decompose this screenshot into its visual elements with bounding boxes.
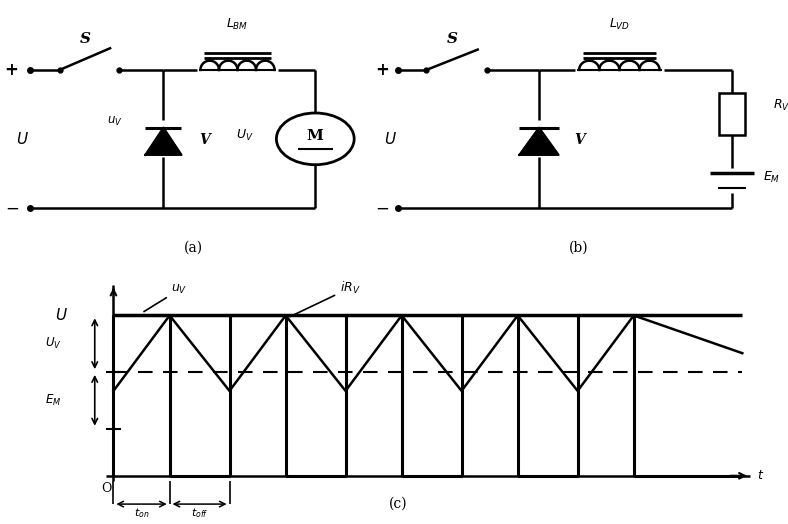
Text: V: V	[574, 133, 585, 147]
Text: $U$: $U$	[54, 308, 68, 323]
Text: $U_V$: $U_V$	[236, 128, 254, 143]
Text: $t_{on}$: $t_{on}$	[134, 506, 149, 520]
Text: $-$: $-$	[5, 199, 19, 217]
Text: $t_{off}$: $t_{off}$	[191, 506, 208, 520]
Text: $L_{VD}$: $L_{VD}$	[609, 17, 630, 32]
Text: S: S	[447, 32, 458, 46]
Polygon shape	[519, 128, 559, 155]
Text: $U_V$: $U_V$	[45, 336, 62, 351]
Text: (b): (b)	[570, 241, 589, 255]
Polygon shape	[145, 128, 181, 155]
Text: $iR_V$: $iR_V$	[290, 280, 361, 316]
Text: +: +	[5, 61, 19, 79]
Text: (c): (c)	[388, 497, 407, 511]
Text: $E_M$: $E_M$	[764, 170, 781, 185]
Bar	[719, 93, 745, 135]
Text: $t$: $t$	[757, 470, 764, 482]
Text: V: V	[199, 133, 210, 147]
Text: $L_{BM}$: $L_{BM}$	[226, 17, 249, 32]
Text: +: +	[375, 61, 389, 79]
Text: $u_V$: $u_V$	[107, 115, 123, 128]
Text: $U$: $U$	[17, 131, 29, 147]
Text: $u_V$: $u_V$	[144, 283, 188, 312]
Text: $E_M$: $E_M$	[46, 393, 61, 408]
Text: S: S	[80, 32, 91, 46]
Text: M: M	[307, 129, 324, 144]
Text: (a): (a)	[184, 241, 203, 255]
Text: $-$: $-$	[375, 199, 389, 217]
Text: O: O	[101, 482, 111, 495]
Text: $R_V$: $R_V$	[772, 99, 788, 113]
Text: $U$: $U$	[384, 131, 396, 147]
